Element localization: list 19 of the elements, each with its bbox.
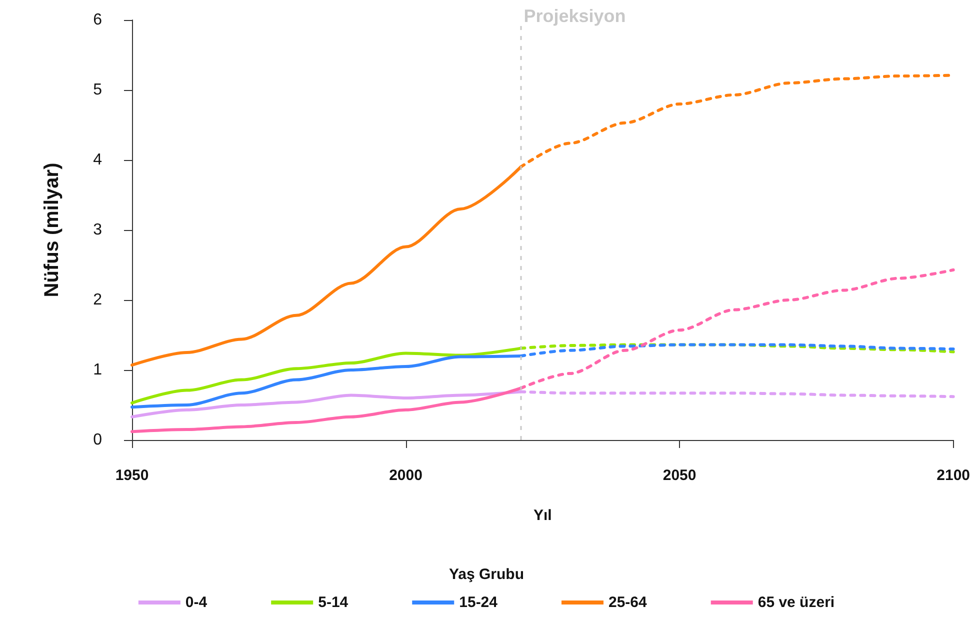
legend-label: 15-24 <box>459 594 498 611</box>
legend-label: 25-64 <box>608 594 648 611</box>
y-tick-label: 5 <box>93 82 102 98</box>
x-tick-label: 2100 <box>936 467 970 484</box>
legend-title: Yaş Grubu <box>448 566 524 583</box>
y-tick-label: 1 <box>93 362 102 378</box>
legend-label: 5-14 <box>318 594 349 611</box>
y-tick-label: 0 <box>93 432 102 448</box>
legend-label: 65 ve üzeri <box>758 594 835 611</box>
x-tick-label: 2050 <box>662 467 696 484</box>
y-tick-label: 3 <box>93 222 102 238</box>
y-tick-label: 4 <box>93 152 102 168</box>
y-tick-label: 6 <box>93 12 102 28</box>
y-tick-label: 2 <box>93 292 102 308</box>
x-axis-title: Yıl <box>533 507 552 524</box>
legend-label: 0-4 <box>185 594 208 611</box>
x-tick-label: 1950 <box>115 467 149 484</box>
x-tick-label: 2000 <box>389 467 422 484</box>
y-axis-title: Nüfus (milyar) <box>41 162 63 298</box>
